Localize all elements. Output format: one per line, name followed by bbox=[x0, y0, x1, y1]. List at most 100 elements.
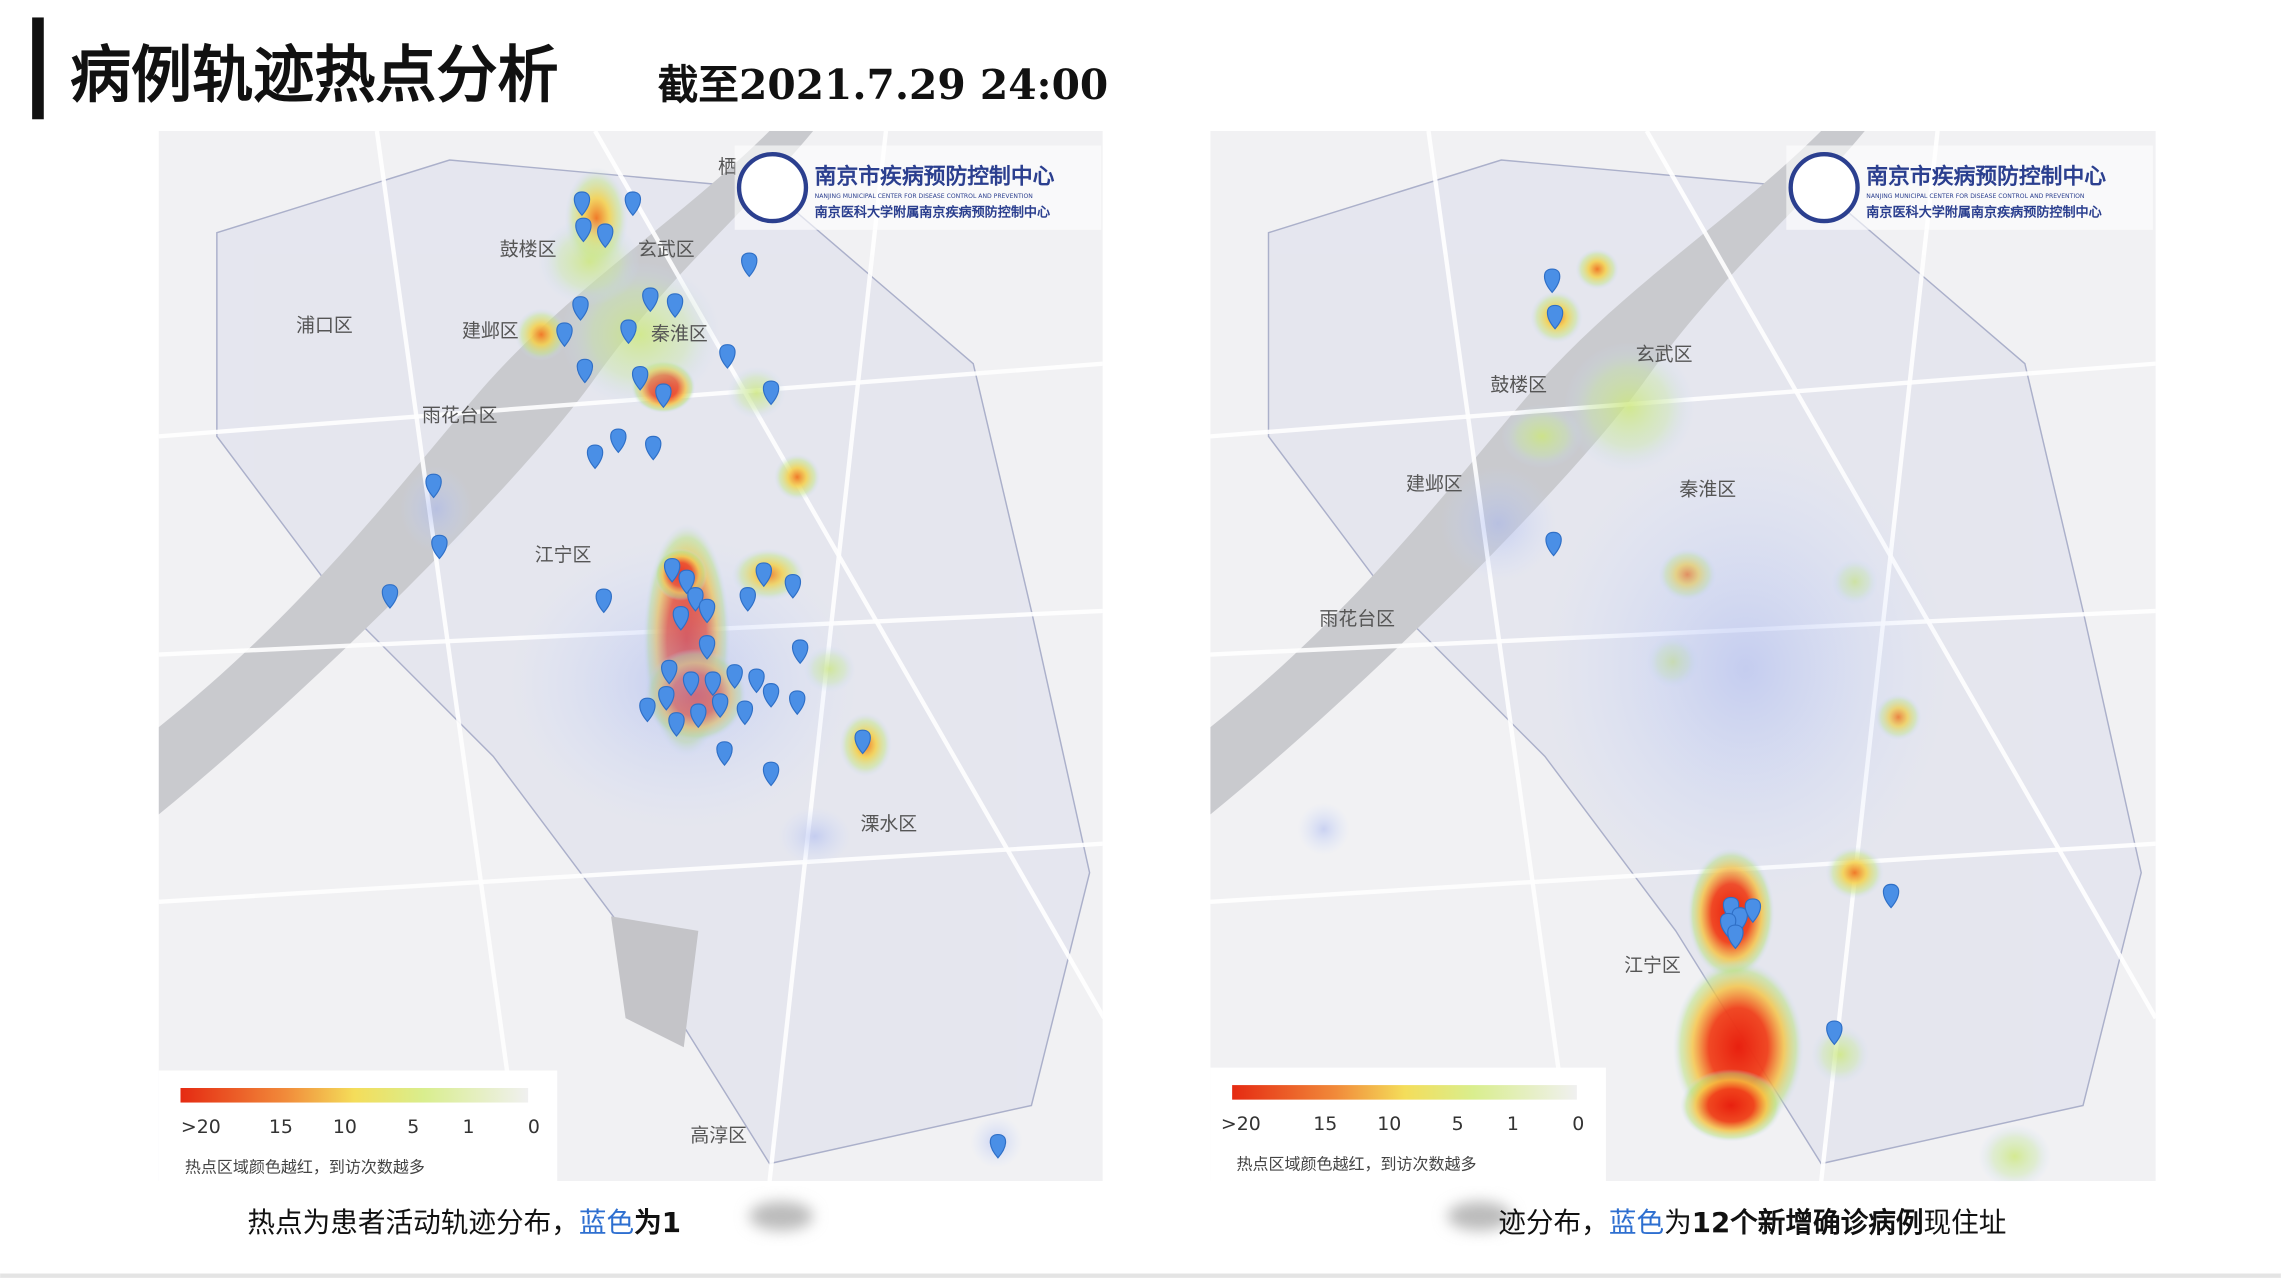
heat-spot bbox=[773, 453, 821, 501]
case-pin bbox=[989, 1133, 1007, 1159]
title-bar bbox=[32, 17, 44, 120]
heat-spot bbox=[1297, 802, 1350, 856]
case-pin bbox=[639, 697, 656, 723]
road bbox=[374, 130, 525, 1182]
case-pin bbox=[1744, 898, 1762, 924]
caption-part: 蓝色 bbox=[579, 1206, 634, 1239]
case-pin bbox=[698, 635, 716, 660]
case-pin bbox=[854, 729, 871, 755]
legend-label: 15 bbox=[1313, 1113, 1337, 1135]
case-pin bbox=[739, 587, 756, 612]
case-pin bbox=[610, 428, 627, 454]
overlay: 热点为患者活动轨迹分布，蓝色为1 迹分布，蓝色为12个新增确诊病例现住址 bbox=[247, 1201, 2006, 1239]
caption: 迹分布，蓝色为12个新增确诊病例现住址 bbox=[1498, 1206, 2006, 1239]
caption-part: 12个新增确诊病例 bbox=[1692, 1206, 1924, 1239]
logo-affiliation: 南京医科大学附属南京疾病预防控制中心 bbox=[815, 204, 1050, 221]
heat-spot bbox=[515, 308, 568, 361]
caption-part: 为 bbox=[1664, 1206, 1692, 1239]
logo-emblem bbox=[736, 152, 809, 224]
case-pin bbox=[573, 191, 591, 217]
case-pin bbox=[755, 562, 772, 588]
case-pin bbox=[791, 639, 809, 665]
case-pin bbox=[655, 383, 672, 409]
case-pin bbox=[575, 217, 592, 243]
district-label: 高淳区 bbox=[690, 1125, 747, 1147]
case-pin bbox=[597, 223, 614, 249]
case-pin bbox=[672, 605, 690, 631]
district-label: 鼓楼区 bbox=[500, 239, 557, 261]
case-pin bbox=[631, 365, 649, 391]
legend-label: 1 bbox=[1507, 1113, 1519, 1135]
logo-affiliation: 南京医科大学附属南京疾病预防控制中心 bbox=[1866, 204, 2101, 221]
case-pin bbox=[736, 700, 754, 726]
legend-note: 热点区域颜色越红，到访次数越多 bbox=[1237, 1154, 1477, 1173]
legend-label: 5 bbox=[1452, 1113, 1464, 1135]
case-pin bbox=[784, 573, 802, 599]
case-pin bbox=[556, 322, 573, 348]
case-pin bbox=[663, 557, 681, 583]
case-pin bbox=[624, 191, 642, 217]
district-label: 雨花台区 bbox=[422, 405, 498, 427]
district-label: 江宁区 bbox=[535, 544, 592, 566]
case-pin bbox=[789, 690, 806, 716]
case-pin bbox=[1543, 268, 1561, 294]
district-label: 秦淮区 bbox=[1679, 479, 1736, 501]
case-pin bbox=[595, 588, 612, 614]
title: 病例轨迹热点分析 bbox=[70, 40, 559, 111]
legend-note: 热点区域颜色越红，到访次数越多 bbox=[185, 1157, 425, 1176]
logo-emblem bbox=[1788, 152, 1860, 224]
legend-label: 1 bbox=[462, 1116, 474, 1138]
heat-spot bbox=[1541, 436, 1950, 902]
case-pin bbox=[666, 293, 684, 318]
case-pin bbox=[690, 703, 707, 729]
case-pin bbox=[661, 659, 678, 685]
caption-part: 迹分布， bbox=[1498, 1206, 1609, 1239]
heat-spot bbox=[400, 465, 473, 553]
case-pin bbox=[658, 685, 675, 711]
case-pin bbox=[711, 693, 729, 718]
case-pin bbox=[762, 761, 780, 787]
case-pin bbox=[726, 664, 743, 689]
caption-part: 蓝色 bbox=[1609, 1206, 1664, 1239]
case-pin bbox=[576, 358, 594, 384]
case-pin bbox=[741, 252, 758, 278]
heat-spot bbox=[778, 807, 852, 866]
case-pin bbox=[381, 584, 399, 609]
legend-label: 5 bbox=[407, 1116, 419, 1138]
case-pin bbox=[1882, 883, 1900, 909]
district-label: 玄武区 bbox=[638, 239, 695, 261]
river bbox=[1210, 130, 1865, 815]
district-label: 溧水区 bbox=[861, 813, 918, 835]
district-label: 玄武区 bbox=[1636, 343, 1693, 365]
subtitle: 截至2021.7.29 24:00 bbox=[658, 61, 1109, 109]
case-pin bbox=[762, 683, 780, 708]
blur-patch bbox=[749, 1201, 814, 1231]
logo-english: NANJING MUNICIPAL CENTER FOR DISEASE CON… bbox=[815, 193, 1033, 200]
legend-gradient bbox=[1232, 1085, 1577, 1100]
road bbox=[158, 841, 1103, 904]
caption-part: 为1 bbox=[634, 1206, 681, 1239]
district-label: 建邺区 bbox=[1406, 473, 1463, 495]
case-pin bbox=[748, 668, 765, 694]
case-pin bbox=[678, 569, 695, 595]
legend-label: 10 bbox=[1377, 1113, 1401, 1135]
heat-spot bbox=[1563, 341, 1695, 473]
heat-spot bbox=[727, 366, 786, 419]
logo-english: NANJING MUNICIPAL CENTER FOR DISEASE CON… bbox=[1866, 193, 2084, 200]
case-pin bbox=[586, 444, 604, 470]
legend-label: 10 bbox=[333, 1116, 357, 1138]
legend-label: >20 bbox=[1221, 1113, 1261, 1135]
case-pin bbox=[431, 534, 448, 560]
logo-name: 南京市疾病预防控制中心 bbox=[815, 163, 1055, 189]
district-label: 浦口区 bbox=[296, 314, 353, 336]
district-label: 建邺区 bbox=[462, 320, 519, 342]
logo-name: 南京市疾病预防控制中心 bbox=[1866, 163, 2106, 189]
district-label: 雨花台区 bbox=[1319, 608, 1395, 630]
case-pin bbox=[719, 344, 736, 369]
case-pin bbox=[1826, 1020, 1843, 1046]
case-pin bbox=[1727, 924, 1744, 950]
case-pin bbox=[1545, 531, 1562, 557]
